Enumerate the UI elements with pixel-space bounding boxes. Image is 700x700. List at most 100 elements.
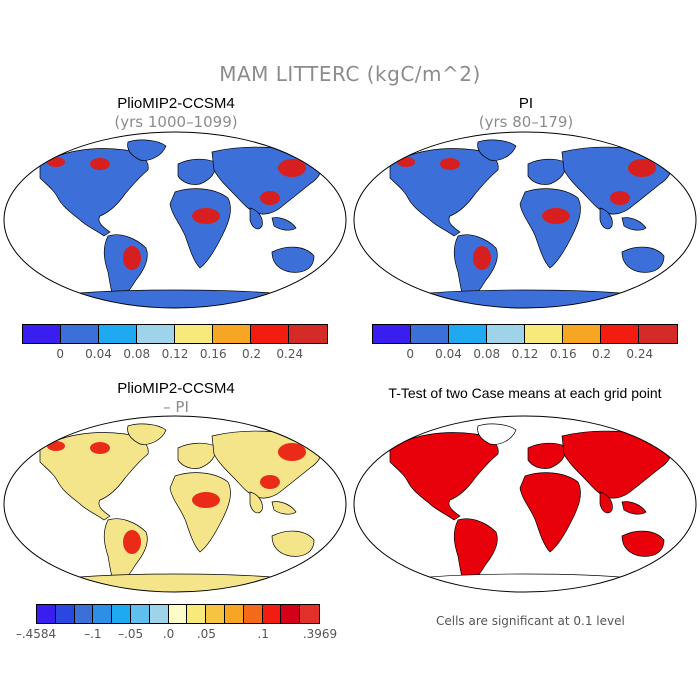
colorbar-swatch	[137, 325, 175, 343]
colorbar-swatch	[289, 325, 327, 343]
map-hotspot	[473, 246, 491, 270]
colorbar-swatch	[449, 325, 487, 343]
continent-europe	[177, 442, 216, 469]
colorbar-tick-label: .05	[196, 627, 216, 641]
continent-greenland	[477, 139, 517, 161]
colorbar-tick-label: –.05	[118, 627, 144, 641]
colorbar-panel-1	[22, 324, 328, 344]
map-hotspot	[628, 443, 656, 461]
map-hotspot	[192, 492, 220, 508]
colorbar-tick-label: 0.12	[161, 347, 189, 361]
map-frame	[353, 415, 697, 593]
continent-europe	[177, 158, 216, 185]
map-hotspot	[610, 475, 630, 489]
map-hotspot	[542, 492, 570, 508]
colorbar-tick-label: 0.08	[123, 347, 151, 361]
continent-africa	[169, 472, 231, 553]
colorbar-swatch	[639, 325, 677, 343]
colorbar-tick-label: 0.16	[549, 347, 577, 361]
continent-seAsia	[621, 217, 647, 231]
colorbar-tick-label: –.1	[84, 627, 102, 641]
continent-europe	[527, 442, 566, 469]
panel-1-title: PlioMIP2-CCSM4	[117, 95, 235, 112]
significance-note: Cells are significant at 0.1 level	[436, 614, 625, 628]
map-panel-1	[3, 131, 347, 309]
map-hotspot	[278, 159, 306, 177]
colorbar-swatch	[373, 325, 411, 343]
continent-antarctica	[399, 289, 651, 308]
continent-india	[249, 207, 263, 230]
map-hotspot	[278, 443, 306, 461]
continent-india	[599, 207, 613, 230]
colorbar-difference	[36, 604, 320, 624]
colorbar-swatch	[175, 325, 213, 343]
continent-africa	[519, 188, 581, 269]
colorbar-swatch	[487, 325, 525, 343]
map-hotspot	[90, 158, 110, 170]
colorbar-swatch	[61, 325, 99, 343]
panel-2-title: PI	[518, 95, 534, 112]
map-frame	[3, 131, 347, 309]
continent-seAsia	[621, 501, 647, 515]
panel-3-title: PlioMIP2-CCSM4	[117, 380, 235, 397]
continent-seAsia	[271, 217, 297, 231]
colorbar-swatch	[149, 605, 169, 623]
continent-greenland	[477, 423, 517, 445]
map-hotspot	[397, 441, 415, 451]
colorbar-swatch	[74, 605, 94, 623]
colorbar-tick-label: 0	[406, 347, 415, 361]
colorbar-tick-label: .1	[257, 627, 269, 641]
colorbar-panel-2	[372, 324, 678, 344]
colorbar-tick-label: 0.24	[626, 347, 654, 361]
map-hotspot	[473, 530, 491, 554]
continent-australia	[621, 530, 665, 557]
map-hotspot	[610, 191, 630, 205]
map-hotspot	[440, 442, 460, 454]
colorbar-swatch	[262, 605, 282, 623]
map-hotspot	[542, 208, 570, 224]
colorbar-tick-label: 0.04	[85, 347, 112, 361]
continent-europe	[527, 158, 566, 185]
map-hotspot	[192, 208, 220, 224]
colorbar-swatch	[187, 605, 207, 623]
continent-seAsia	[271, 501, 297, 515]
continent-africa	[169, 188, 231, 269]
colorbar-tick-label: 0.04	[435, 347, 462, 361]
map-frame	[3, 415, 347, 593]
colorbar-tick-label: 0.2	[591, 347, 612, 361]
continent-india	[599, 491, 613, 514]
colorbar-swatch	[213, 325, 251, 343]
colorbar-swatch	[601, 325, 639, 343]
continent-antarctica	[49, 573, 301, 592]
map-hotspot	[123, 246, 141, 270]
colorbar-tick-label: 0.08	[473, 347, 501, 361]
panel-3-subtitle: – PI	[163, 398, 189, 416]
colorbar-tick-label: .3969	[302, 627, 338, 641]
continent-australia	[621, 246, 665, 273]
colorbar-swatch	[525, 325, 563, 343]
colorbar-swatch	[224, 605, 244, 623]
panel-4-title: T-Test of two Case means at each grid po…	[388, 385, 662, 401]
figure-title: MAM LITTERC (kgC/m^2)	[219, 62, 481, 86]
map-hotspot	[123, 530, 141, 554]
colorbar-swatch	[37, 605, 56, 623]
continent-greenland	[127, 423, 167, 445]
colorbar-swatch	[251, 325, 289, 343]
colorbar-tick-label: 0.2	[241, 347, 262, 361]
map-hotspot	[47, 157, 65, 167]
map-panel-3	[3, 415, 347, 593]
colorbar-swatch	[243, 605, 263, 623]
colorbar-swatch	[112, 605, 131, 623]
colorbar-swatch	[300, 605, 319, 623]
continent-antarctica	[399, 573, 651, 592]
map-hotspot	[90, 442, 110, 454]
colorbar-tick-label: –.4584	[15, 627, 57, 641]
continent-australia	[271, 246, 315, 273]
map-hotspot	[260, 191, 280, 205]
colorbar-swatch	[55, 605, 75, 623]
continent-greenland	[127, 139, 167, 161]
colorbar-swatch	[563, 325, 601, 343]
panel-2-subtitle: (yrs 80–179)	[478, 113, 574, 131]
colorbar-tick-label: .0	[162, 627, 175, 641]
map-hotspot	[397, 157, 415, 167]
